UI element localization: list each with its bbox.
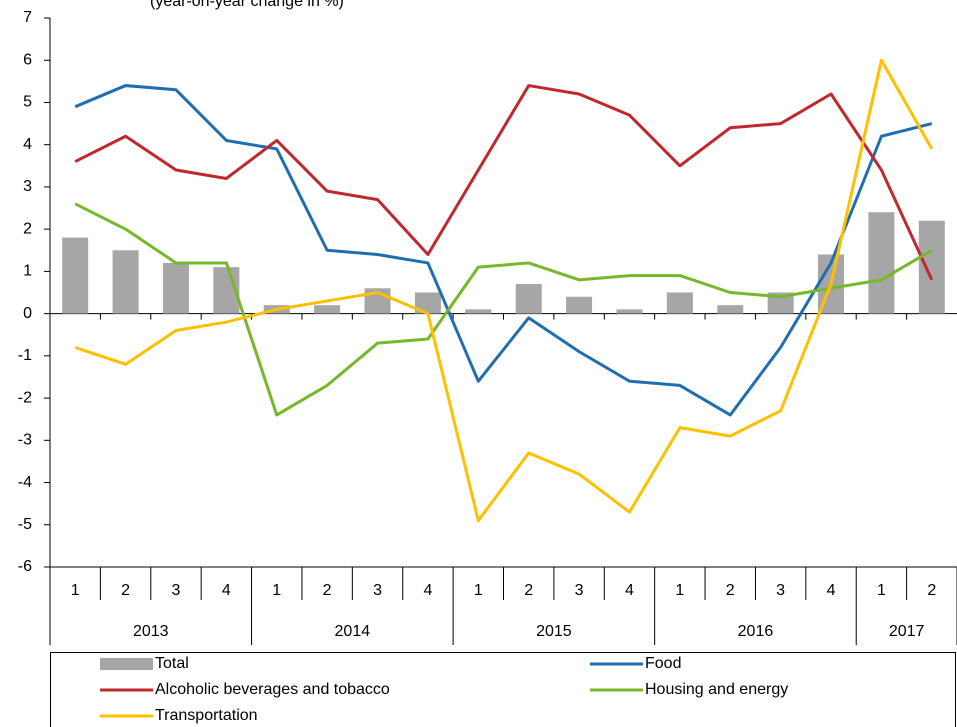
- bar: [414, 292, 441, 314]
- legend-label: Food: [645, 655, 681, 672]
- x-group-label: 2017: [889, 623, 925, 640]
- line-series: [74, 58, 934, 523]
- x-tick-label: 2: [323, 582, 332, 599]
- y-tick-label: -2: [18, 389, 32, 406]
- bar: [666, 292, 693, 314]
- x-group-label: 2015: [536, 623, 572, 640]
- x-tick-label: 3: [373, 582, 382, 599]
- x-tick-label: 4: [222, 582, 231, 599]
- x-tick-label: 4: [827, 582, 836, 599]
- y-tick-label: 7: [23, 9, 32, 26]
- legend-swatch: [100, 658, 153, 670]
- x-group-label: 2014: [335, 623, 371, 640]
- y-tick-label: -1: [18, 347, 32, 364]
- bar: [717, 305, 744, 314]
- y-tick-label: 0: [23, 305, 32, 322]
- bar: [767, 292, 794, 314]
- x-tick-label: 2: [121, 582, 130, 599]
- bar: [566, 296, 593, 314]
- chart-title: (year-on-year change in %): [150, 0, 344, 10]
- x-tick-label: 1: [474, 582, 483, 599]
- x-tick-label: 2: [726, 582, 735, 599]
- y-tick-label: -4: [18, 474, 32, 491]
- y-tick-label: -6: [18, 558, 32, 575]
- x-tick-label: 1: [71, 582, 80, 599]
- x-tick-label: 3: [776, 582, 785, 599]
- x-tick-label: 3: [172, 582, 181, 599]
- x-tick-label: 1: [272, 582, 281, 599]
- x-tick-label: 1: [877, 582, 886, 599]
- y-tick-label: -3: [18, 432, 32, 449]
- y-tick-label: -5: [18, 516, 32, 533]
- bar: [62, 237, 89, 314]
- x-tick-label: 2: [927, 582, 936, 599]
- bar: [515, 284, 542, 314]
- x-group-label: 2013: [133, 623, 169, 640]
- y-tick-label: 5: [23, 94, 32, 111]
- bar: [465, 309, 492, 314]
- legend-label: Total: [155, 655, 189, 672]
- y-tick-label: 2: [23, 220, 32, 237]
- bar: [112, 250, 139, 314]
- bar: [162, 262, 189, 314]
- y-tick-label: 4: [23, 136, 32, 153]
- x-tick-label: 4: [423, 582, 432, 599]
- legend-label: Alcoholic beverages and tobacco: [155, 681, 390, 698]
- x-tick-label: 1: [675, 582, 684, 599]
- legend-label: Transportation: [155, 707, 258, 724]
- bar: [918, 220, 945, 314]
- y-tick-label: 3: [23, 178, 32, 195]
- y-tick-label: 1: [23, 263, 32, 280]
- x-tick-label: 4: [625, 582, 634, 599]
- x-group-label: 2016: [738, 623, 774, 640]
- x-tick-label: 3: [575, 582, 584, 599]
- legend-label: Housing and energy: [645, 681, 788, 698]
- line-series: [74, 84, 933, 417]
- line-series: [74, 84, 934, 281]
- x-tick-label: 2: [524, 582, 533, 599]
- legend-box: [50, 652, 956, 727]
- bar: [616, 309, 643, 314]
- bar: [868, 212, 895, 314]
- y-tick-label: 6: [23, 51, 32, 68]
- line-series: [74, 202, 933, 417]
- bar: [314, 305, 341, 314]
